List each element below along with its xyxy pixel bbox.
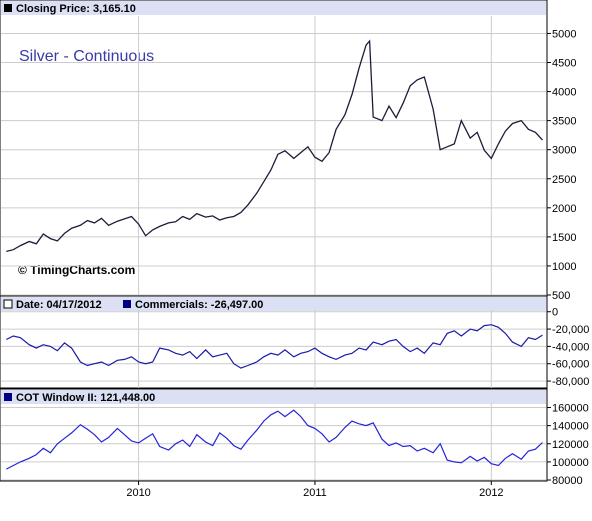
cot-legend-box <box>4 393 12 401</box>
copyright-text: © TimingCharts.com <box>18 263 135 277</box>
price-ytick-label: 3000 <box>552 145 576 157</box>
commercials-ytick-label: -20,000 <box>552 324 589 336</box>
price-header-text: Closing Price: 3,165.10 <box>16 3 136 15</box>
commercials-legend-box <box>123 300 131 308</box>
price-ytick-label: 2000 <box>552 203 576 215</box>
price-ytick-label: 5000 <box>552 28 576 40</box>
commercials-ytick-label: -40,000 <box>552 341 589 353</box>
price-series-line <box>6 39 543 253</box>
cot-ytick-label: 140000 <box>552 421 589 433</box>
x-tick-label: 2010 <box>126 487 150 499</box>
cot-gridlines <box>1 403 546 481</box>
price-ytick-label: 500 <box>552 290 570 302</box>
price-ytick-label: 1500 <box>552 232 576 244</box>
price-gridlines <box>1 16 546 296</box>
price-ytick-label: 2500 <box>552 174 576 186</box>
cot-panel <box>0 388 548 482</box>
commercials-ytick-label: -80,000 <box>552 376 589 388</box>
commercials-ytick-label: 0 <box>552 307 558 319</box>
chart-title: Silver - Continuous <box>19 48 154 65</box>
price-header-bar <box>1 1 546 15</box>
cot-header-bar <box>1 390 546 404</box>
cot-ytick-label: 80000 <box>552 475 583 487</box>
cot-ytick-label: 100000 <box>552 457 589 469</box>
price-ytick-label: 4000 <box>552 87 576 99</box>
price-legend-box <box>4 4 12 12</box>
commercials-header-bar <box>1 297 546 311</box>
x-tick-label: 2011 <box>303 487 327 499</box>
cot-series-line <box>6 409 543 470</box>
cot-ytick-label: 120000 <box>552 439 589 451</box>
date-legend-box <box>3 299 13 309</box>
cot-ytick-label: 160000 <box>552 403 589 415</box>
date-header-text: Date: 04/17/2012 <box>16 299 102 311</box>
commercials-series-line <box>6 324 543 369</box>
x-axis-ticks: 2010 2011 2012 <box>126 481 504 499</box>
x-tick-label: 2012 <box>479 487 503 499</box>
price-ytick-label: 3500 <box>552 116 576 128</box>
commercials-ytick-label: -60,000 <box>552 359 589 371</box>
price-panel <box>0 0 548 297</box>
price-y-ticks: 500 1000 1500 2000 2500 3000 3500 4000 4500 5000 <box>547 28 576 302</box>
price-ytick-label: 4500 <box>552 58 576 70</box>
price-ytick-label: 1000 <box>552 261 576 273</box>
commercials-y-ticks: 0 -20,000 -40,000 -60,000 -80,000 <box>547 307 589 388</box>
cot-header-text: COT Window II: 121,448.00 <box>16 392 155 404</box>
cot-y-ticks: 80000 100000 120000 140000 160000 <box>547 403 589 487</box>
commercials-header-text: Commercials: -26,497.00 <box>135 299 263 311</box>
commercials-gridlines <box>1 310 546 388</box>
